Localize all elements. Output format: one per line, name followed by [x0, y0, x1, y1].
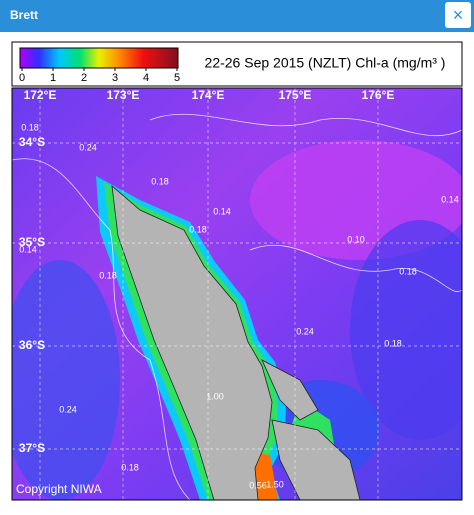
latitude-label: 34°S — [19, 135, 45, 149]
latitude-label: 36°S — [19, 338, 45, 352]
map — [12, 88, 462, 500]
colorbar-ticks: 0 1 2 3 4 5 — [19, 68, 180, 84]
contour-label: 1.00 — [206, 391, 224, 401]
longitude-label: 176°E — [362, 88, 395, 102]
contour-label: 0.18 — [399, 266, 417, 276]
colorbar-tick-label: 4 — [143, 72, 149, 84]
latitude-label: 37°S — [19, 441, 45, 455]
graticule — [12, 88, 462, 500]
contour-label: 0.18 — [151, 176, 169, 186]
latitude-label: 35°S — [19, 235, 45, 249]
contour-label: 0.14 — [441, 194, 459, 204]
longitude-label: 174°E — [192, 88, 225, 102]
contour-label: 0.14 — [19, 244, 37, 254]
contour-label: 0.56 — [249, 480, 267, 490]
contour-label: 0.18 — [99, 270, 117, 280]
contour-label: 0.24 — [296, 326, 314, 336]
land — [111, 185, 273, 500]
contour-label: 0.24 — [59, 404, 77, 414]
contour-lines — [12, 113, 462, 500]
longitude-label: 172°E — [24, 88, 57, 102]
contour-label: 0.18 — [21, 122, 39, 132]
colorbar — [19, 47, 179, 69]
colorbar-tick-label: 0 — [19, 72, 25, 84]
title-bar — [0, 0, 474, 32]
copyright: Copyright NIWA — [16, 482, 102, 496]
longitude-label: 175°E — [279, 88, 312, 102]
map-labels: 172°E 173°E 174°E 175°E 176°E 34°S 35°S 36°S 37°… — [16, 88, 459, 496]
dialog-title: Brett — [10, 8, 38, 22]
contour-label: 0.18 — [121, 462, 139, 472]
land — [271, 419, 361, 500]
colorbar-tick-label: 5 — [174, 72, 180, 84]
close-button[interactable] — [445, 2, 471, 28]
land — [261, 359, 319, 421]
contour-label: 0.24 — [79, 142, 97, 152]
colorbar-tick-label: 2 — [81, 72, 87, 84]
sea-patch — [12, 260, 120, 500]
contour-label: 0.10 — [347, 234, 365, 244]
contour-label: 0.18 — [189, 224, 207, 234]
map-frame — [11, 87, 463, 501]
longitude-label: 173°E — [107, 88, 140, 102]
colorbar-tick-label: 1 — [50, 72, 56, 84]
contour-label: 0.14 — [213, 206, 231, 216]
contour-label: 1.50 — [266, 479, 284, 489]
contour-label: 0.18 — [384, 338, 402, 348]
colorbar-tick-label: 3 — [112, 72, 118, 84]
legend-title: 22-26 Sep 2015 (NZLT) Chl-a (mg/m³ ) — [205, 55, 446, 71]
close-icon[interactable]: × — [453, 5, 464, 25]
